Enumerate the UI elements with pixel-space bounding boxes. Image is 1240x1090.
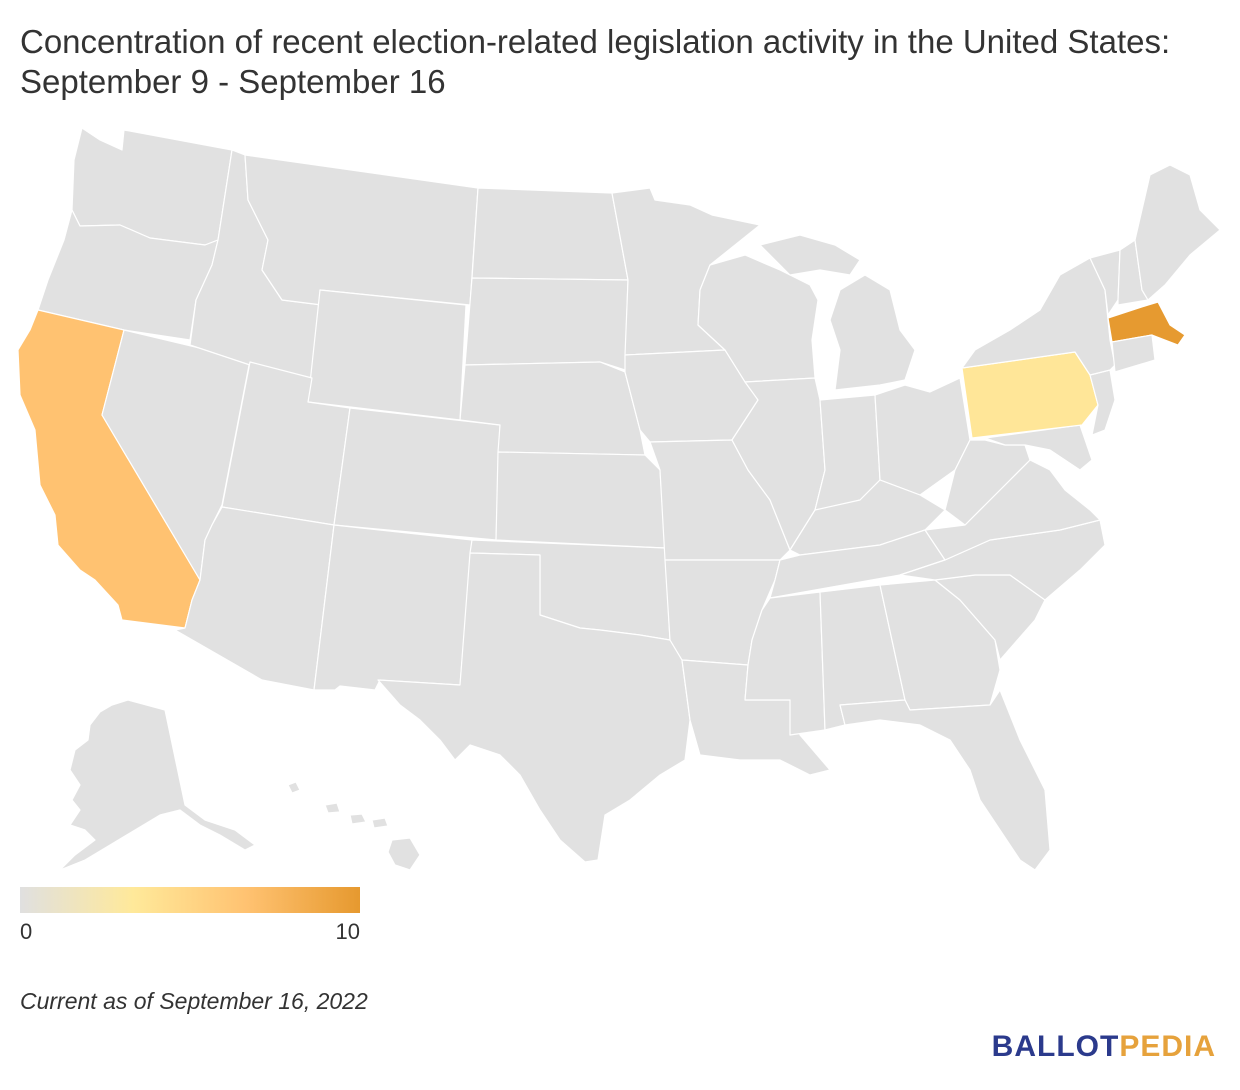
logo-part-ballot: BALLOT [991,1030,1120,1063]
legend-min-label: 0 [20,919,33,944]
state-montana[interactable] [244,154,479,306]
state-maryland[interactable] [984,424,1093,471]
state-maine[interactable] [1134,164,1221,301]
state-florida[interactable] [839,689,1051,871]
logo-part-pedia: PEDIA [1119,1030,1216,1063]
state-wisconsin[interactable] [697,254,819,383]
state-new-york[interactable] [961,257,1116,376]
state-hawaii[interactable] [287,781,421,871]
map-title: Concentration of recent election-related… [20,23,1171,100]
state-michigan[interactable] [759,234,916,391]
ballotpedia-logo: BALLOTPEDIA [992,1030,1216,1064]
state-new-mexico[interactable] [313,524,473,691]
state-vermont[interactable] [1089,249,1121,316]
color-legend: 0 10 [20,887,360,944]
footnote: Current as of September 16, 2022 [20,988,368,1014]
state-kansas[interactable] [495,451,666,549]
state-wyoming[interactable] [307,289,467,421]
state-north-dakota[interactable] [471,187,629,281]
state-alaska[interactable] [59,699,256,871]
state-connecticut[interactable] [1111,334,1156,373]
state-colorado[interactable] [333,407,501,541]
legend-gradient-bar [20,887,360,913]
state-texas[interactable] [377,552,691,863]
state-south-dakota[interactable] [464,277,629,371]
us-choropleth-map [17,127,1221,871]
legend-max-label: 10 [335,919,360,944]
